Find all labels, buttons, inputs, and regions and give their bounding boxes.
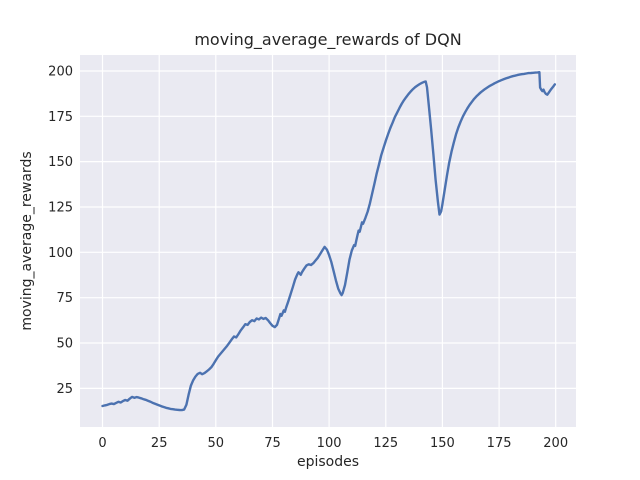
x-tick-label: 125: [373, 436, 398, 451]
y-tick-label: 50: [56, 337, 73, 352]
x-tick-label: 75: [264, 436, 281, 451]
x-tick-label: 50: [208, 436, 225, 451]
y-tick-label: 25: [56, 382, 73, 397]
grid-lines: [80, 55, 576, 427]
axes-background: [80, 55, 576, 427]
y-axis-label: moving_average_rewards: [19, 151, 35, 330]
series-layer: [101, 71, 556, 412]
x-tick-label: 0: [98, 436, 106, 451]
x-tick-labels: 0 25 50 75 100 125 150 175 200: [98, 436, 568, 451]
y-tick-labels: 25 50 75 100 125 150 175 200: [48, 65, 73, 397]
y-tick-label: 125: [48, 201, 73, 216]
x-tick-label: 200: [543, 436, 568, 451]
x-tick-label: 100: [317, 436, 342, 451]
x-tick-label: 25: [151, 436, 168, 451]
x-axis-label: episodes: [297, 454, 359, 470]
y-tick-label: 200: [48, 65, 73, 80]
y-tick-label: 150: [48, 155, 73, 170]
y-tick-label: 175: [48, 110, 73, 125]
x-tick-label: 150: [430, 436, 455, 451]
y-tick-label: 100: [48, 246, 73, 261]
series-line: [101, 71, 556, 412]
x-tick-label: 175: [487, 436, 512, 451]
y-tick-label: 75: [56, 291, 73, 306]
chart-title: moving_average_rewards of DQN: [194, 30, 461, 50]
